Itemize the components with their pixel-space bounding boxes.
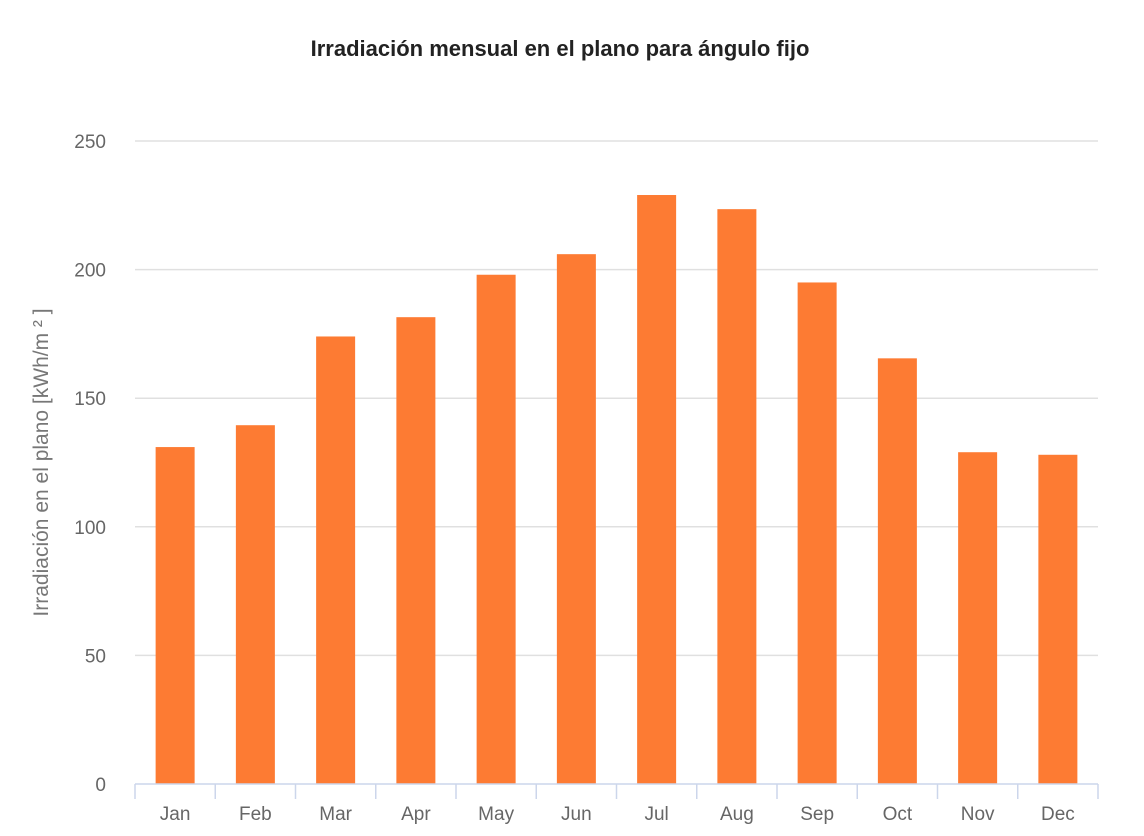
bar-may: [476, 274, 516, 784]
y-axis-title: Irradiación en el plano [kWh/m ² ]: [30, 308, 53, 616]
bars: [155, 195, 1078, 785]
x-tick-label: Dec: [1041, 804, 1075, 825]
bar-jul: [637, 195, 677, 785]
bar-nov: [958, 452, 998, 784]
chart-title: Irradiación mensual en el plano para áng…: [310, 36, 810, 61]
bar-jun: [556, 254, 596, 785]
y-tick-label: 150: [74, 389, 106, 410]
y-tick-label: 0: [95, 775, 106, 796]
x-tick-label: May: [478, 804, 514, 825]
bar-apr: [396, 317, 436, 784]
x-tick-label: Aug: [720, 804, 754, 825]
bar-feb: [235, 425, 275, 784]
y-tick-label: 50: [85, 646, 106, 667]
bar-dec: [1038, 454, 1078, 784]
x-tick-label: Mar: [319, 804, 352, 825]
bar-aug: [717, 209, 757, 784]
x-tick-label: Feb: [239, 804, 272, 825]
gridlines: [135, 140, 1098, 657]
y-tick-label: 250: [74, 132, 106, 153]
bar-oct: [877, 358, 917, 784]
x-axis: [134, 783, 1099, 799]
x-tick-label: Jul: [644, 804, 668, 825]
y-tick-label: 100: [74, 518, 106, 539]
x-tick-label: Sep: [800, 804, 834, 825]
x-tick-label: Oct: [883, 804, 913, 825]
x-tick-label: Apr: [401, 804, 431, 825]
y-axis-ticks: 0 50 100 150 200 250: [74, 132, 106, 796]
bar-jan: [155, 447, 195, 784]
x-axis-ticks: Jan Feb Mar Apr May Jun Jul Aug Sep Oct Nov Dec: [160, 804, 1075, 825]
x-tick-label: Jan: [160, 804, 191, 825]
bar-mar: [316, 336, 356, 784]
x-tick-label: Nov: [961, 804, 995, 825]
bar-sep: [797, 282, 837, 784]
x-tick-label: Jun: [561, 804, 592, 825]
y-tick-label: 200: [74, 261, 106, 282]
